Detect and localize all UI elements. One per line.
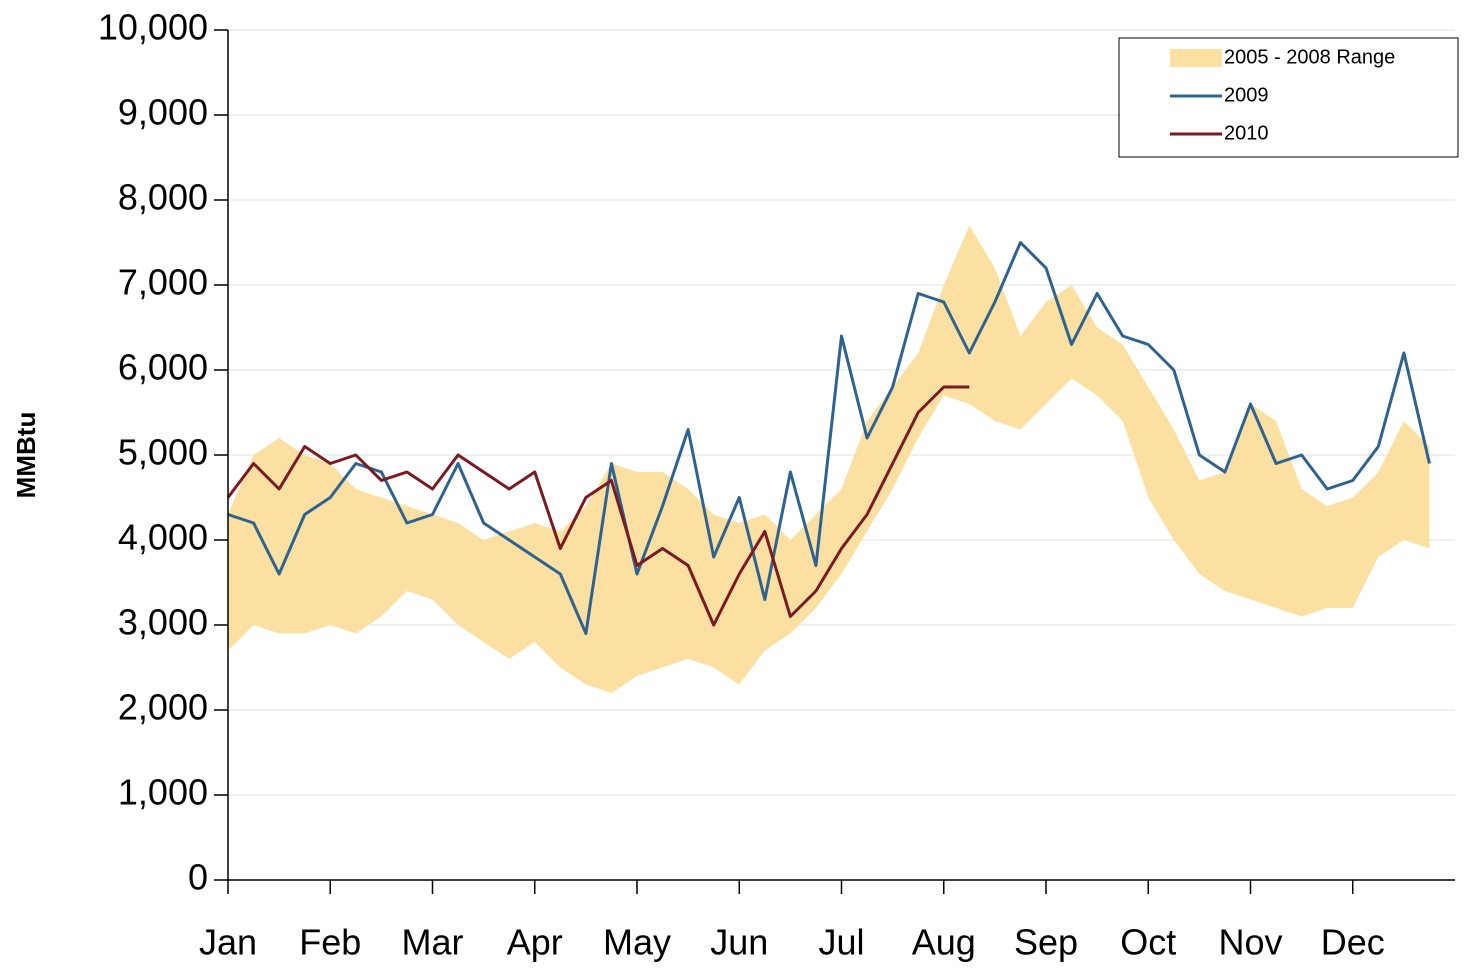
y-tick-label: 3,000 — [118, 602, 208, 643]
x-tick-label: Jan — [199, 922, 257, 963]
x-tick-label: Jul — [818, 922, 864, 963]
x-tick-label: Dec — [1321, 922, 1385, 963]
y-tick-label: 1,000 — [118, 772, 208, 813]
series-line — [227, 241, 1431, 635]
y-tick-label: 10,000 — [98, 7, 208, 48]
legend-label: 2009 — [1224, 84, 1269, 106]
y-tick-label: 6,000 — [118, 347, 208, 388]
range-area — [228, 225, 1430, 693]
y-tick-label: 7,000 — [118, 262, 208, 303]
x-tick-label: Feb — [299, 922, 361, 963]
x-tick-label: Sep — [1014, 922, 1078, 963]
y-tick-label: 9,000 — [118, 92, 208, 133]
x-tick-label: Nov — [1218, 922, 1282, 963]
y-tick-label: 0 — [188, 857, 208, 898]
x-tick-label: Apr — [507, 922, 563, 963]
legend-swatch — [1170, 49, 1222, 67]
legend-label: 2005 - 2008 Range — [1224, 46, 1395, 68]
y-axis-label: MMBtu — [11, 412, 41, 499]
x-tick-label: Aug — [912, 922, 976, 963]
y-tick-label: 5,000 — [118, 432, 208, 473]
y-tick-label: 2,000 — [118, 687, 208, 728]
x-tick-label: Oct — [1120, 922, 1176, 963]
x-tick-label: Mar — [402, 922, 464, 963]
legend-label: 2010 — [1224, 122, 1269, 144]
y-tick-label: 8,000 — [118, 177, 208, 218]
series-line — [226, 385, 970, 627]
y-tick-label: 4,000 — [118, 517, 208, 558]
x-tick-label: Jun — [710, 922, 768, 963]
x-tick-label: May — [603, 922, 671, 963]
